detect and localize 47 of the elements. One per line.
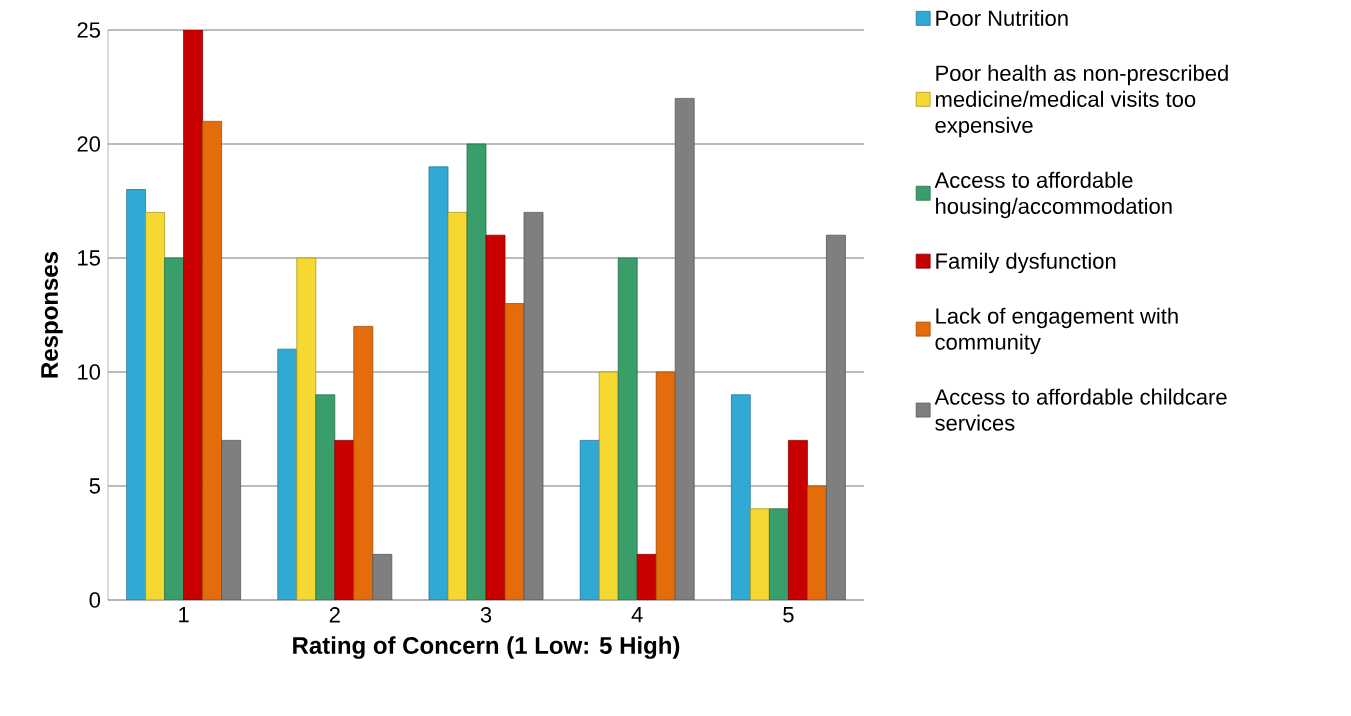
bar	[788, 439, 808, 600]
x-tick-label: 2	[329, 607, 340, 623]
bar	[674, 97, 695, 600]
bar	[598, 371, 619, 600]
legend-label: Access to affordable childcare services	[934, 388, 1227, 431]
y-tick-label: 10	[78, 364, 101, 380]
bar	[145, 211, 165, 600]
bar	[636, 553, 657, 600]
bar	[164, 257, 184, 600]
bar	[353, 325, 374, 600]
y-tick-label: 15	[78, 250, 100, 266]
bar	[277, 348, 298, 600]
bar	[202, 120, 222, 600]
legend-label: Family dysfunction	[936, 252, 1116, 274]
bar	[826, 234, 846, 600]
bar	[126, 189, 146, 600]
bar	[183, 29, 203, 600]
x-tick-label: 5	[783, 607, 794, 623]
x-tick-label: 1	[179, 607, 189, 623]
bar	[315, 394, 336, 600]
x-axis-title: Rating of Concern (1 Low: 5 High)	[293, 636, 680, 659]
bar	[296, 257, 317, 600]
bar	[750, 508, 770, 600]
bar	[731, 394, 751, 600]
bar	[372, 553, 393, 600]
bar	[769, 508, 789, 600]
legend-label: Poor health as non-prescribed medicine/medical visits too expensive	[935, 64, 1228, 138]
bar	[485, 234, 506, 600]
legend-label: Poor Nutrition	[936, 9, 1068, 27]
bar	[334, 439, 355, 600]
bar	[447, 211, 468, 600]
y-tick-label: 25	[77, 22, 100, 38]
bar	[655, 371, 676, 600]
y-axis-title: Responses	[41, 251, 63, 378]
bar	[807, 485, 827, 600]
bar	[617, 257, 638, 600]
legend-label: Lack of engagement with community	[935, 307, 1178, 355]
y-tick-label: 0	[89, 592, 101, 608]
x-tick-label: 4	[631, 607, 643, 623]
bar	[466, 143, 487, 600]
legend-label: Access to affordable housing/accommodation	[934, 171, 1172, 219]
x-tick-label: 3	[480, 607, 492, 623]
y-tick-label: 20	[77, 136, 101, 152]
y-tick-label: 5	[89, 478, 100, 494]
bar	[221, 439, 241, 600]
bar	[504, 303, 525, 600]
bar	[579, 439, 600, 600]
